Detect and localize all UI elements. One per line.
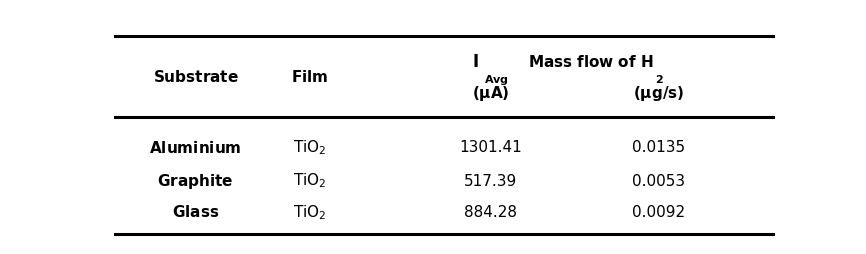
Text: $\bf{I}$: $\bf{I}$	[472, 53, 479, 71]
Text: $\mathbf{Avg}$: $\mathbf{Avg}$	[484, 73, 509, 87]
Text: 884.28: 884.28	[464, 205, 517, 220]
Text: $\bf{Mass\ flow\ of\ H}$: $\bf{Mass\ flow\ of\ H}$	[528, 54, 653, 70]
Text: 1301.41: 1301.41	[460, 140, 522, 155]
Text: $\mathrm{TiO_2}$: $\mathrm{TiO_2}$	[293, 172, 326, 190]
Text: $\bf{Glass}$: $\bf{Glass}$	[171, 204, 219, 220]
Text: 0.0053: 0.0053	[632, 173, 685, 188]
Text: $\mathrm{TiO_2}$: $\mathrm{TiO_2}$	[293, 138, 326, 157]
Text: 0.0135: 0.0135	[632, 140, 685, 155]
Text: 0.0092: 0.0092	[632, 205, 685, 220]
Text: $\bf{(\mu A)}$: $\bf{(\mu A)}$	[472, 84, 509, 103]
Text: $\mathrm{TiO_2}$: $\mathrm{TiO_2}$	[293, 203, 326, 222]
Text: $\bf{Substrate}$: $\bf{Substrate}$	[152, 69, 238, 85]
Text: $\bf{Aluminium}$: $\bf{Aluminium}$	[149, 140, 242, 156]
Text: 517.39: 517.39	[464, 173, 517, 188]
Text: $\bf{Graphite}$: $\bf{Graphite}$	[158, 171, 234, 190]
Text: $\bf{2}$: $\bf{2}$	[655, 73, 663, 85]
Text: $\bf{Film}$: $\bf{Film}$	[291, 69, 328, 85]
Text: $\bf{(\mu g/s)}$: $\bf{(\mu g/s)}$	[633, 84, 684, 103]
